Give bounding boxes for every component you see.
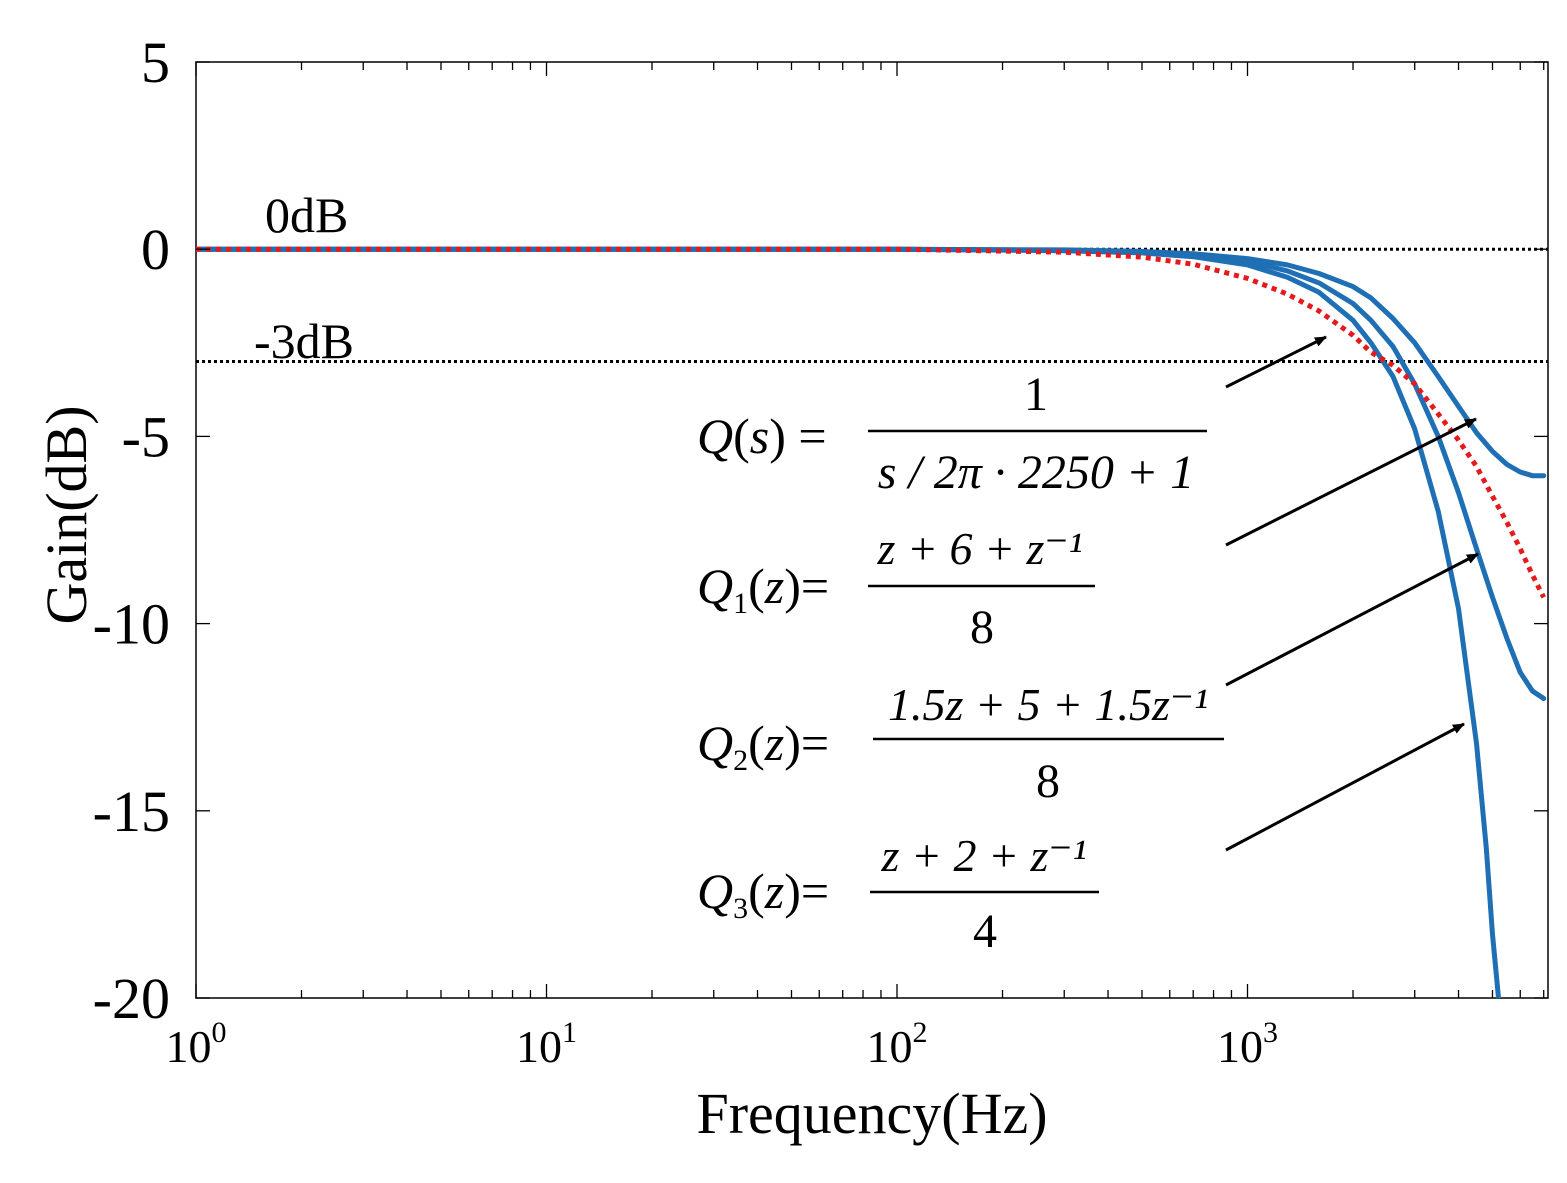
eq-arg: z xyxy=(764,715,784,771)
y-tick-label: -5 xyxy=(122,404,170,469)
series-layer xyxy=(196,246,1547,998)
ref-line-label-3db: -3dB xyxy=(254,313,354,369)
x-axis-ticks: 100 101 102 103 xyxy=(166,62,1545,1072)
annotation-q2-z: Q2(z)= 1.5z + 5 + 1.5z⁻¹ 8 xyxy=(697,552,1479,808)
eq-open-paren: ( xyxy=(748,863,765,919)
svg-text:Q(s) =: Q(s) = xyxy=(697,408,827,464)
annotation-arrow xyxy=(1225,417,1477,547)
eq-subscript: 1 xyxy=(733,587,748,620)
eq-equals: = xyxy=(801,558,829,614)
y-tick-label: 5 xyxy=(141,30,170,95)
eq-denominator: 4 xyxy=(973,905,997,958)
plot-frame xyxy=(195,61,1549,999)
eq-subscript: 2 xyxy=(733,744,748,777)
eq-lhs: Q xyxy=(697,863,733,919)
x-tick-label: 101 xyxy=(516,1016,577,1072)
eq-equals: = xyxy=(801,715,829,771)
eq-arg: s xyxy=(750,408,769,464)
series-line-3 xyxy=(196,246,1501,998)
annotation-q-s: Q(s) = 1 s / 2π · 2250 + 1 xyxy=(697,335,1327,499)
eq-numerator: 1.5z + 5 + 1.5z⁻¹ xyxy=(888,679,1208,730)
svg-text:Q1(z)=: Q1(z)= xyxy=(697,558,829,620)
annotation-arrow xyxy=(1225,335,1327,389)
eq-lhs: Q xyxy=(697,715,733,771)
eq-lhs: Q xyxy=(697,558,733,614)
x-axis-label: Frequency(Hz) xyxy=(696,1081,1047,1146)
y-axis-ticks: 5 0 -5 -10 -15 -20 xyxy=(93,30,1548,1031)
eq-lhs: Q xyxy=(697,408,733,464)
eq-close-paren: ) xyxy=(784,715,801,771)
eq-close-paren: ) xyxy=(784,558,801,614)
y-tick-label: -20 xyxy=(93,966,170,1031)
x-tick-label: 102 xyxy=(867,1016,928,1072)
annotation-q1-z: Q1(z)= z + 6 + z⁻¹ 8 xyxy=(697,417,1477,654)
eq-denominator: 8 xyxy=(1036,755,1060,808)
ref-line-label-0db: 0dB xyxy=(265,187,348,243)
eq-arg: z xyxy=(764,558,784,614)
series-line-0 xyxy=(196,246,1546,599)
eq-numerator: z + 2 + z⁻¹ xyxy=(881,830,1087,881)
plot-area xyxy=(195,61,1549,999)
y-tick-label: -15 xyxy=(93,779,170,844)
eq-open-paren: ( xyxy=(748,715,765,771)
y-axis-label: Gain(dB) xyxy=(34,405,99,624)
eq-subscript: 3 xyxy=(733,892,748,925)
annotation-arrow xyxy=(1225,722,1465,852)
eq-numerator: 1 xyxy=(1024,368,1048,421)
svg-text:Q3(z)=: Q3(z)= xyxy=(697,863,829,925)
eq-equals: = xyxy=(801,863,829,919)
y-tick-label: 0 xyxy=(141,217,170,282)
eq-denominator: 8 xyxy=(970,601,994,654)
eq-denominator: s / 2π · 2250 + 1 xyxy=(878,446,1194,499)
eq-close-paren: ) xyxy=(784,863,801,919)
reference-lines xyxy=(196,247,1548,364)
eq-open-paren: ( xyxy=(748,558,765,614)
x-tick-label: 103 xyxy=(1217,1016,1278,1072)
annotation-q3-z: Q3(z)= z + 2 + z⁻¹ 4 xyxy=(697,722,1465,958)
x-tick-label: 100 xyxy=(166,1016,227,1072)
series-line-2 xyxy=(196,246,1547,701)
eq-open-paren: ( xyxy=(733,408,750,464)
eq-close-paren: ) xyxy=(769,408,786,464)
eq-numerator: z + 6 + z⁻¹ xyxy=(877,523,1083,574)
annotation-arrow xyxy=(1225,552,1479,687)
eq-equals: = xyxy=(786,408,827,464)
svg-text:Q2(z)=: Q2(z)= xyxy=(697,715,829,777)
eq-arg: z xyxy=(764,863,784,919)
y-tick-label: -10 xyxy=(93,592,170,657)
